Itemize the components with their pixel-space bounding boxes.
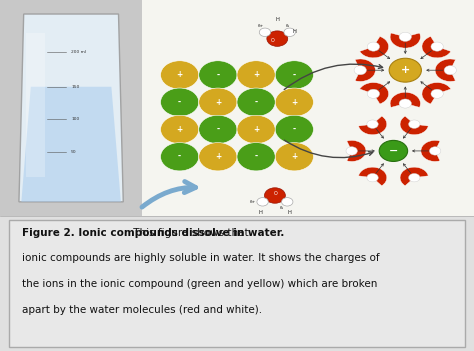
Text: -: - <box>293 71 296 79</box>
Circle shape <box>161 143 199 171</box>
Text: +: + <box>253 125 259 134</box>
Wedge shape <box>390 92 420 107</box>
Circle shape <box>275 88 313 116</box>
Text: 150: 150 <box>71 85 80 89</box>
Circle shape <box>399 99 411 108</box>
Text: δ-: δ- <box>286 24 290 28</box>
Circle shape <box>429 147 441 155</box>
Text: δ+: δ+ <box>258 24 264 28</box>
Circle shape <box>257 198 268 206</box>
Text: +: + <box>176 71 183 79</box>
Text: 100: 100 <box>71 117 79 121</box>
FancyBboxPatch shape <box>142 0 474 216</box>
Circle shape <box>161 88 199 116</box>
Circle shape <box>409 120 420 128</box>
Text: +: + <box>215 98 221 107</box>
Text: O: O <box>274 191 278 196</box>
Text: +: + <box>176 125 183 134</box>
Circle shape <box>284 28 295 37</box>
Wedge shape <box>390 33 420 48</box>
Polygon shape <box>19 14 123 202</box>
Circle shape <box>237 88 275 116</box>
Circle shape <box>379 140 408 161</box>
Text: δ-: δ- <box>280 206 284 210</box>
Circle shape <box>346 147 357 155</box>
Wedge shape <box>422 82 451 104</box>
Circle shape <box>409 173 420 182</box>
Text: -: - <box>216 125 219 134</box>
Circle shape <box>444 66 456 75</box>
Circle shape <box>161 115 199 144</box>
Text: H: H <box>259 210 263 215</box>
Wedge shape <box>400 116 428 135</box>
Text: 200 ml: 200 ml <box>71 50 86 54</box>
Text: +: + <box>291 152 298 161</box>
Circle shape <box>267 31 288 46</box>
Wedge shape <box>347 140 366 161</box>
Text: δ+: δ+ <box>250 200 256 204</box>
Circle shape <box>237 115 275 144</box>
Wedge shape <box>360 37 389 58</box>
Text: -: - <box>255 98 258 107</box>
Wedge shape <box>400 167 428 186</box>
Polygon shape <box>26 33 45 177</box>
Circle shape <box>199 61 237 89</box>
Text: -: - <box>216 71 219 79</box>
Circle shape <box>431 42 443 51</box>
Wedge shape <box>355 59 375 81</box>
Circle shape <box>259 28 271 37</box>
Text: the ions in the ionic compound (green and yellow) which are broken: the ions in the ionic compound (green an… <box>22 279 377 289</box>
Text: +: + <box>291 98 298 107</box>
Wedge shape <box>358 116 387 135</box>
Wedge shape <box>422 37 451 58</box>
FancyBboxPatch shape <box>9 220 465 347</box>
Circle shape <box>367 42 380 51</box>
Circle shape <box>367 120 378 128</box>
Circle shape <box>275 61 313 89</box>
Circle shape <box>199 115 237 144</box>
Circle shape <box>161 61 199 89</box>
Text: Figure 2. Ionic compounds dissolve in water.: Figure 2. Ionic compounds dissolve in wa… <box>22 228 284 238</box>
Text: +: + <box>253 71 259 79</box>
Text: H: H <box>287 210 291 215</box>
Text: ionic compounds are highly soluble in water. It shows the charges of: ionic compounds are highly soluble in wa… <box>22 253 379 263</box>
Text: H: H <box>275 17 279 22</box>
Circle shape <box>199 143 237 171</box>
FancyBboxPatch shape <box>0 0 142 216</box>
Circle shape <box>367 89 380 98</box>
Circle shape <box>354 66 366 75</box>
Wedge shape <box>435 59 456 81</box>
Polygon shape <box>21 87 121 202</box>
Circle shape <box>282 198 293 206</box>
Text: H: H <box>292 29 296 34</box>
Text: -: - <box>255 152 258 161</box>
Circle shape <box>237 143 275 171</box>
Circle shape <box>367 173 378 182</box>
Wedge shape <box>358 167 387 186</box>
Circle shape <box>431 89 443 98</box>
Text: apart by the water molecules (red and white).: apart by the water molecules (red and wh… <box>22 305 262 314</box>
Wedge shape <box>360 82 389 104</box>
Text: This figure shows that: This figure shows that <box>130 228 249 238</box>
Text: -: - <box>293 125 296 134</box>
Circle shape <box>275 143 313 171</box>
Circle shape <box>237 61 275 89</box>
Wedge shape <box>421 140 440 161</box>
Text: -: - <box>178 98 181 107</box>
Text: +: + <box>401 65 410 75</box>
Text: 50: 50 <box>71 150 77 154</box>
Text: −: − <box>389 146 398 156</box>
Circle shape <box>389 58 421 82</box>
Text: O: O <box>271 38 274 43</box>
Circle shape <box>275 115 313 144</box>
Text: +: + <box>215 152 221 161</box>
Circle shape <box>199 88 237 116</box>
Text: -: - <box>178 152 181 161</box>
Circle shape <box>399 32 411 41</box>
Circle shape <box>264 188 285 203</box>
